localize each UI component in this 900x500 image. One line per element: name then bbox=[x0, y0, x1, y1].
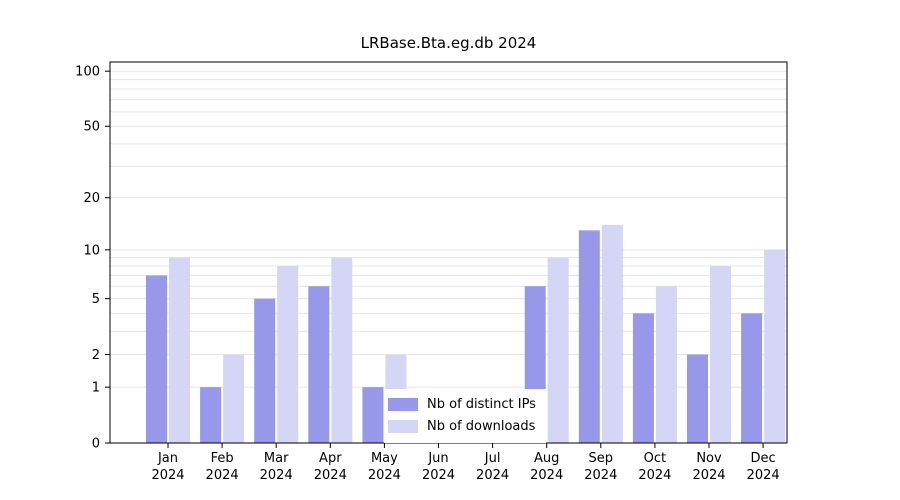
x-tick-label-month: Dec bbox=[751, 451, 776, 466]
bar-distinct-ips bbox=[632, 313, 654, 443]
x-tick-label-month: Oct bbox=[644, 451, 666, 466]
legend-label-distinct-ips: Nb of distinct IPs bbox=[427, 396, 536, 412]
x-tick-label-year: 2024 bbox=[422, 468, 455, 483]
x-tick-label-year: 2024 bbox=[584, 468, 617, 483]
y-tick-label: 5 bbox=[92, 292, 100, 307]
y-tick-label: 20 bbox=[83, 191, 100, 206]
bar-distinct-ips bbox=[362, 387, 384, 443]
bar-downloads bbox=[169, 257, 190, 443]
x-tick-label-month: May bbox=[371, 451, 398, 466]
x-tick-label-month: Jun bbox=[427, 451, 448, 466]
plot-frame bbox=[109, 61, 788, 444]
x-tick-label-year: 2024 bbox=[530, 468, 563, 483]
bar-downloads bbox=[764, 249, 786, 443]
legend-item-distinct-ips: Nb of distinct IPs bbox=[388, 393, 536, 415]
x-tick-label-year: 2024 bbox=[692, 468, 725, 483]
x-tick-label-year: 2024 bbox=[314, 468, 347, 483]
bar-downloads bbox=[547, 257, 569, 443]
x-tick-label-year: 2024 bbox=[638, 468, 671, 483]
bar-distinct-ips bbox=[254, 298, 276, 443]
x-tick-label-month: Mar bbox=[264, 451, 289, 466]
x-tick-label-month: Sep bbox=[589, 451, 614, 466]
bar-distinct-ips bbox=[146, 275, 167, 443]
legend-swatch-downloads bbox=[388, 419, 418, 433]
y-tick-label: 0 bbox=[92, 437, 100, 452]
bar-downloads bbox=[331, 257, 353, 443]
y-tick-label: 2 bbox=[92, 348, 100, 363]
x-tick-label-month: Nov bbox=[696, 451, 722, 466]
y-tick-label: 50 bbox=[83, 120, 100, 135]
x-tick-label-year: 2024 bbox=[206, 468, 239, 483]
bar-downloads bbox=[223, 354, 245, 443]
chart-title: LRBase.Bta.eg.db 2024 bbox=[360, 34, 537, 52]
legend: Nb of distinct IPs Nb of downloads bbox=[384, 389, 546, 443]
x-tick-label-month: Jan bbox=[157, 451, 178, 466]
legend-swatch-distinct-ips bbox=[388, 397, 418, 411]
x-tick-label-month: Feb bbox=[211, 451, 234, 466]
bar-distinct-ips bbox=[578, 230, 600, 443]
x-tick-label-month: Jul bbox=[484, 451, 501, 466]
bar-distinct-ips bbox=[200, 387, 222, 443]
bar-distinct-ips bbox=[741, 313, 763, 443]
y-tick-label: 100 bbox=[75, 65, 100, 80]
bar-downloads bbox=[277, 265, 299, 443]
bar-downloads bbox=[601, 224, 623, 443]
x-tick-label-year: 2024 bbox=[368, 468, 401, 483]
bar-downloads bbox=[655, 286, 677, 443]
bar-distinct-ips bbox=[308, 286, 330, 443]
x-tick-label-year: 2024 bbox=[476, 468, 509, 483]
y-tick-label: 1 bbox=[92, 381, 100, 396]
x-tick-label-month: Apr bbox=[319, 451, 342, 466]
x-tick-label-year: 2024 bbox=[151, 468, 184, 483]
x-tick-label-year: 2024 bbox=[747, 468, 780, 483]
bar-distinct-ips bbox=[687, 354, 708, 443]
legend-item-downloads: Nb of downloads bbox=[388, 415, 536, 437]
legend-label-downloads: Nb of downloads bbox=[427, 418, 536, 434]
y-tick-label: 10 bbox=[83, 243, 100, 258]
x-tick-label-month: Aug bbox=[534, 451, 559, 466]
x-tick-label-year: 2024 bbox=[260, 468, 293, 483]
bar-downloads bbox=[710, 265, 731, 443]
